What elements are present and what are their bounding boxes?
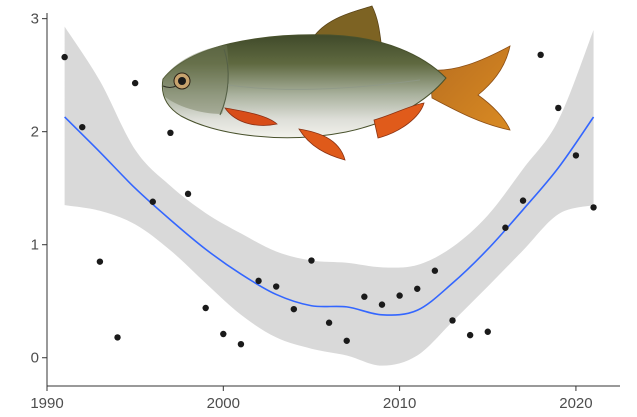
data-point-2002 xyxy=(255,277,262,285)
data-point-2014 xyxy=(466,331,474,339)
data-point-2010 xyxy=(396,292,403,299)
data-point-2016 xyxy=(502,224,509,231)
data-point-2009 xyxy=(378,301,386,308)
data-point-1993 xyxy=(96,258,104,265)
data-point-2011 xyxy=(414,285,421,292)
fish-illustration xyxy=(161,5,511,161)
fish-pelvic-fin xyxy=(298,128,346,161)
fish-anal-fin xyxy=(373,102,425,139)
data-point-1992 xyxy=(79,123,86,131)
y-tick-label-0: 0 xyxy=(31,350,39,367)
fish-gill-line xyxy=(219,48,229,116)
data-point-1999 xyxy=(202,304,209,312)
data-point-1996 xyxy=(149,198,156,205)
data-point-2017 xyxy=(519,197,527,204)
data-point-1998 xyxy=(184,190,192,198)
data-point-2001 xyxy=(237,340,245,348)
data-point-2020 xyxy=(572,152,580,159)
fish-head xyxy=(163,45,229,114)
data-point-1997 xyxy=(167,129,174,137)
fish-pectoral-fin xyxy=(224,107,278,126)
data-point-2006 xyxy=(325,319,333,326)
data-point-2007 xyxy=(343,337,350,344)
data-point-2000 xyxy=(220,330,227,338)
data-point-2021 xyxy=(590,204,597,211)
data-point-2013 xyxy=(449,317,456,324)
x-tick-label-1990: 1990 xyxy=(30,395,63,412)
x-tick-label-2010: 2010 xyxy=(383,395,416,412)
fish-tail-fin xyxy=(429,45,511,131)
data-point-1991 xyxy=(61,53,68,61)
data-point-2004 xyxy=(290,305,298,313)
x-tick-label-2020: 2020 xyxy=(559,395,592,412)
y-tick-label-3: 3 xyxy=(31,11,39,28)
data-point-2015 xyxy=(484,328,491,335)
data-point-1995 xyxy=(131,79,139,87)
data-point-2005 xyxy=(308,257,315,264)
data-point-2003 xyxy=(273,283,280,290)
data-point-2008 xyxy=(361,293,368,300)
fish-lateral-line xyxy=(227,79,421,90)
data-point-2018 xyxy=(537,51,544,59)
confidence-band xyxy=(64,26,594,366)
data-point-1994 xyxy=(114,334,121,341)
y-tick-label-1: 1 xyxy=(31,237,39,254)
x-tick-label-2000: 2000 xyxy=(207,395,240,412)
fish-pupil xyxy=(178,77,186,85)
y-tick-label-2: 2 xyxy=(31,124,39,141)
fish-mouth xyxy=(162,85,177,88)
data-point-2019 xyxy=(555,104,562,112)
data-point-2012 xyxy=(431,267,439,274)
